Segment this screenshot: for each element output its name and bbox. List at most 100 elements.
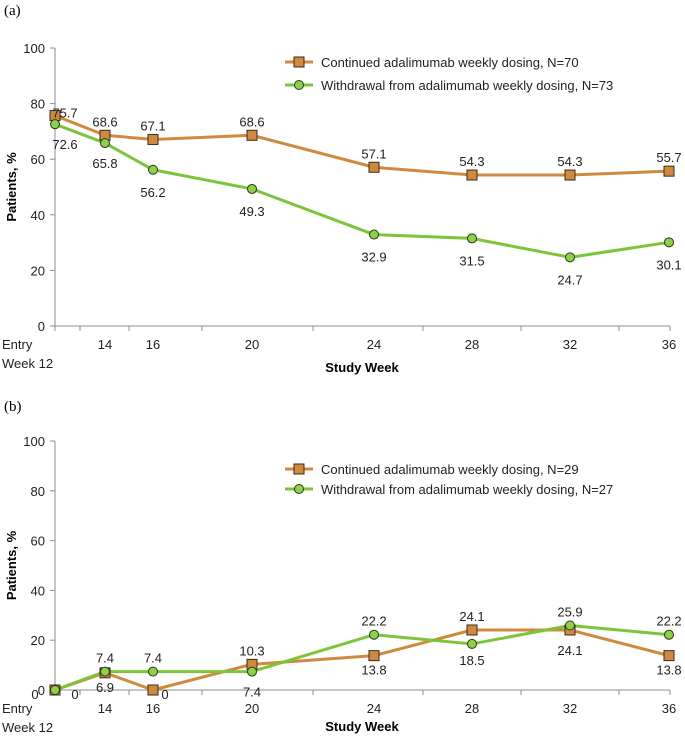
data-point-withdrawal bbox=[467, 233, 477, 244]
data-label-continued: 24.1 bbox=[557, 643, 582, 658]
data-point-withdrawal bbox=[565, 620, 575, 631]
data-label-withdrawal: 7.4 bbox=[144, 651, 162, 666]
x-tick-label: 14 bbox=[98, 701, 112, 716]
data-label-withdrawal: 49.3 bbox=[239, 204, 264, 219]
series-line-withdrawal bbox=[54, 122, 670, 259]
data-label-continued: 68.6 bbox=[92, 114, 117, 129]
data-point-continued bbox=[147, 684, 159, 696]
data-point-withdrawal bbox=[664, 237, 674, 248]
data-point-withdrawal bbox=[100, 666, 110, 677]
y-tick-label: 80 bbox=[31, 484, 45, 499]
data-label-withdrawal: 56.2 bbox=[140, 185, 165, 200]
x-tick-label: 16 bbox=[146, 337, 160, 352]
data-point-continued bbox=[246, 129, 258, 141]
data-label-continued: 10.3 bbox=[239, 643, 264, 658]
data-label-withdrawal: 18.5 bbox=[459, 653, 484, 668]
y-tick-label: 20 bbox=[31, 633, 45, 648]
series-line-continued bbox=[54, 114, 670, 177]
legend-marker-circle bbox=[294, 80, 304, 90]
x-tick-label: 28 bbox=[465, 337, 479, 352]
data-label-withdrawal: 31.5 bbox=[459, 253, 484, 268]
data-point-withdrawal bbox=[467, 638, 477, 649]
data-label-withdrawal: 32.9 bbox=[361, 250, 386, 265]
data-label-continued: 57.1 bbox=[361, 146, 386, 161]
data-label-withdrawal: 22.2 bbox=[361, 614, 386, 629]
x-axis-title: Study Week bbox=[325, 719, 399, 734]
data-label-continued: 6.9 bbox=[96, 680, 114, 695]
data-point-withdrawal bbox=[247, 183, 257, 194]
legend-entry: Continued adalimumab weekly dosing, N=29 bbox=[321, 462, 579, 477]
chart-panel-b: (b) 0 20 40 60 80 100 Entry Week 12 14 16 20 24 28 32 3… bbox=[2, 399, 682, 735]
data-point-continued bbox=[368, 161, 380, 173]
y-tick-label: 0 bbox=[38, 683, 45, 698]
legend-entry: Withdrawal from adalimumab weekly dosing… bbox=[321, 482, 613, 497]
data-point-continued bbox=[466, 169, 478, 181]
x-tick-label: 36 bbox=[662, 337, 676, 352]
legend-entry: Withdrawal from adalimumab weekly dosing… bbox=[321, 78, 613, 93]
data-point-withdrawal bbox=[100, 138, 110, 149]
y-tick-label: 60 bbox=[31, 152, 45, 167]
data-point-continued bbox=[466, 624, 478, 636]
x-tick-label: 32 bbox=[563, 337, 577, 352]
x-axis-title: Study Week bbox=[325, 360, 399, 375]
y-axis-title: Patients, % bbox=[4, 152, 19, 222]
y-tick-label: 60 bbox=[31, 534, 45, 549]
legend-marker-circle bbox=[294, 484, 304, 494]
data-label-continued: 0 bbox=[31, 687, 38, 702]
data-point-withdrawal bbox=[369, 629, 379, 640]
data-label-continued: 75.7 bbox=[52, 106, 77, 121]
data-label-continued: 54.3 bbox=[557, 154, 582, 169]
data-point-withdrawal bbox=[50, 685, 60, 695]
y-tick-label: 0 bbox=[38, 319, 45, 334]
data-point-withdrawal bbox=[664, 629, 674, 640]
data-label-continued: 24.1 bbox=[459, 609, 484, 624]
data-point-withdrawal bbox=[247, 666, 257, 677]
data-label-withdrawal: 25.9 bbox=[557, 605, 582, 620]
data-label-continued: 13.8 bbox=[361, 663, 386, 678]
y-tick-label: 40 bbox=[31, 208, 45, 223]
chart-panel-a: (a) 0 20 40 60 80 100 Entry Week 12 14 16 20 24 28 32 3… bbox=[2, 3, 682, 375]
data-point-continued bbox=[663, 165, 675, 177]
y-tick-label: 20 bbox=[31, 263, 45, 278]
data-label-withdrawal: 0 bbox=[71, 687, 78, 702]
data-point-withdrawal bbox=[369, 229, 379, 240]
x-tick-label: 20 bbox=[245, 337, 259, 352]
data-label-withdrawal: 65.8 bbox=[92, 156, 117, 171]
legend-entry: Continued adalimumab weekly dosing, N=70 bbox=[321, 55, 579, 70]
data-label-withdrawal: 72.6 bbox=[52, 137, 77, 152]
y-tick-label: 100 bbox=[23, 434, 45, 449]
data-point-continued bbox=[564, 169, 576, 181]
data-point-withdrawal bbox=[565, 252, 575, 263]
y-tick-label: 80 bbox=[31, 97, 45, 112]
x-tick-label: 16 bbox=[146, 701, 160, 716]
data-label-continued: 68.6 bbox=[239, 114, 264, 129]
x-tick-label: 28 bbox=[465, 701, 479, 716]
series-line-withdrawal bbox=[54, 624, 670, 692]
data-label-withdrawal: 7.4 bbox=[243, 685, 261, 700]
legend-marker-square bbox=[293, 56, 305, 68]
y-axis-title: Patients, % bbox=[4, 530, 19, 600]
data-point-withdrawal bbox=[148, 666, 158, 677]
data-label-withdrawal: 22.2 bbox=[656, 614, 681, 629]
x-tick-label: 32 bbox=[563, 701, 577, 716]
data-label-continued: 55.7 bbox=[656, 150, 681, 165]
data-label-continued: 13.8 bbox=[656, 663, 681, 678]
legend: Continued adalimumab weekly dosing, N=70… bbox=[285, 55, 613, 93]
data-label-withdrawal: 24.7 bbox=[557, 272, 582, 287]
data-point-withdrawal bbox=[148, 164, 158, 175]
data-point-withdrawal bbox=[50, 119, 60, 130]
data-point-continued bbox=[368, 650, 380, 662]
y-tick-label: 40 bbox=[31, 583, 45, 598]
legend: Continued adalimumab weekly dosing, N=29… bbox=[285, 462, 613, 497]
x-tick-label: Entry Week 12 bbox=[2, 701, 53, 735]
x-tick-label: 14 bbox=[98, 337, 112, 352]
y-tick-label: 100 bbox=[23, 41, 45, 56]
data-label-continued: 67.1 bbox=[140, 118, 165, 133]
x-tick-label: 24 bbox=[367, 337, 381, 352]
data-point-continued bbox=[663, 650, 675, 662]
data-label-continued: 0 bbox=[161, 687, 168, 702]
panel-label: (b) bbox=[4, 399, 22, 415]
x-tick-label: Entry Week 12 bbox=[2, 337, 53, 371]
legend-marker-square bbox=[293, 463, 305, 475]
